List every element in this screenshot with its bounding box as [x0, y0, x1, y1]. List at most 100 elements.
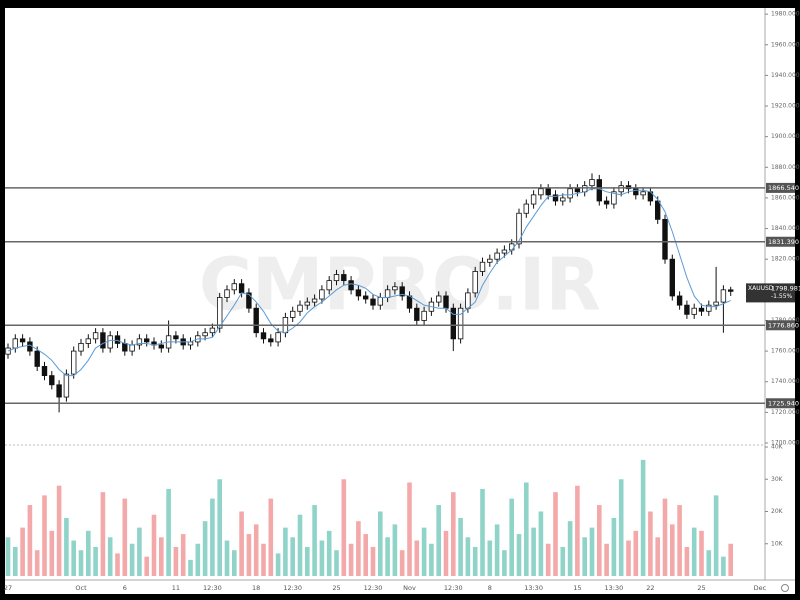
- candle-body: [275, 332, 281, 343]
- settings-icon[interactable]: [781, 584, 789, 592]
- volume-bar: [677, 505, 682, 576]
- volume-bar: [691, 527, 697, 576]
- candle-body: [63, 373, 70, 398]
- candle-body: [691, 307, 697, 315]
- volume-bar: [589, 527, 595, 576]
- candle-body: [406, 295, 413, 309]
- x-tick-label: 13:30: [524, 584, 543, 592]
- volume-bar: [721, 556, 726, 576]
- volume-bar: [472, 546, 478, 576]
- candle-body: [326, 280, 332, 291]
- volume-bar: [290, 537, 295, 576]
- chart-background: [5, 8, 795, 594]
- volume-bar: [509, 498, 514, 576]
- volume-bar: [100, 492, 106, 576]
- candle-body: [41, 366, 48, 377]
- y-tick-label: 1840.000: [771, 225, 800, 232]
- volume-bar: [414, 540, 420, 576]
- candle-body: [341, 274, 347, 282]
- volume-bar: [261, 543, 266, 576]
- volume-bar: [531, 527, 536, 576]
- volume-bar: [545, 543, 551, 576]
- volume-bar: [71, 540, 76, 576]
- volume-bar: [538, 511, 544, 576]
- y-tick-label: 1940.000: [771, 72, 800, 79]
- level-label: 1866.540: [768, 184, 799, 192]
- candle-body: [589, 179, 595, 187]
- candle-body: [355, 289, 362, 297]
- candle-body: [12, 338, 18, 349]
- level-label-box: [766, 182, 795, 193]
- candle-body: [523, 203, 529, 214]
- candle-body: [158, 344, 164, 349]
- candle-body: [545, 188, 551, 196]
- symbol-label: XAUUSD: [748, 285, 774, 292]
- y-tick-label: 1700.000: [771, 440, 800, 447]
- volume-bar: [392, 524, 398, 576]
- candle-body: [698, 307, 705, 312]
- volume-bar: [655, 537, 660, 576]
- level-label-box: [766, 398, 795, 409]
- candle-body: [136, 338, 143, 346]
- volume-bar: [93, 546, 98, 576]
- candle-body: [100, 332, 106, 349]
- x-tick-label: 25: [697, 584, 705, 592]
- volume-bar: [64, 517, 69, 576]
- volume-bar: [567, 521, 573, 576]
- volume-bar: [443, 530, 449, 576]
- volume-bar: [582, 537, 587, 576]
- candle-body: [640, 191, 646, 196]
- volume-bar: [348, 543, 354, 576]
- volume-bar: [618, 479, 624, 576]
- volume-bar: [604, 543, 609, 576]
- candle-body: [107, 335, 113, 349]
- candle-body: [143, 338, 150, 343]
- candle-body: [173, 335, 179, 340]
- volume-bar: [217, 479, 222, 576]
- volume-tick-label: 30K: [771, 476, 784, 483]
- volume-bar: [458, 517, 463, 576]
- volume-bar: [713, 495, 719, 576]
- candle-body: [231, 283, 237, 291]
- volume-bar: [429, 543, 434, 576]
- volume-bar: [283, 527, 288, 576]
- candle-body: [304, 301, 310, 306]
- volume-bar: [706, 550, 712, 576]
- volume-bar: [239, 511, 244, 576]
- x-tick-label: 18: [252, 584, 260, 592]
- candle-body: [720, 289, 727, 303]
- volume-bar: [319, 540, 325, 576]
- volume-bar: [56, 485, 62, 576]
- candle-body: [399, 286, 405, 297]
- candle-body: [655, 200, 661, 220]
- candle-body: [538, 188, 544, 196]
- candle-body: [92, 332, 99, 340]
- candle-body: [85, 338, 91, 344]
- volume-bar: [334, 550, 339, 576]
- candle-body: [216, 297, 223, 329]
- candle-body: [662, 218, 668, 260]
- level-label-box: [766, 236, 795, 247]
- candle-body: [684, 304, 690, 315]
- volume-bar: [305, 546, 310, 576]
- candle-body: [479, 261, 486, 272]
- volume-bar: [502, 550, 507, 576]
- x-tick-label: 22: [646, 584, 654, 592]
- volume-bar: [662, 498, 668, 576]
- candle-body: [297, 304, 303, 312]
- volume-bar: [597, 505, 602, 576]
- volume-bar: [648, 511, 653, 576]
- volume-bar: [297, 514, 303, 576]
- volume-bar: [465, 537, 471, 576]
- y-tick-label: 1760.000: [771, 348, 800, 355]
- candle-body: [129, 344, 135, 352]
- volume-bar: [107, 537, 113, 576]
- candle-body: [421, 310, 427, 321]
- x-tick-label: 25: [332, 584, 340, 592]
- volume-bar: [633, 530, 639, 576]
- x-tick-label: 13:30: [605, 584, 624, 592]
- volume-bar: [210, 498, 215, 576]
- x-tick-label: Oct: [75, 584, 87, 592]
- volume-tick-label: 20K: [771, 508, 784, 515]
